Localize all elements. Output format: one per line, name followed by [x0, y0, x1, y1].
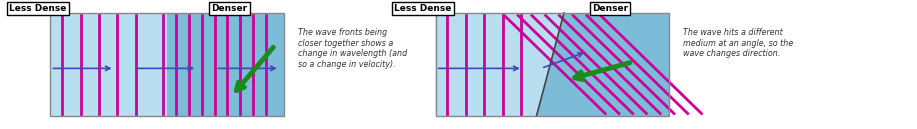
Text: Less Dense: Less Dense	[9, 4, 67, 13]
Polygon shape	[167, 13, 284, 116]
Text: The wave fronts being
closer together shows a
change in wavelength (and
so a cha: The wave fronts being closer together sh…	[298, 28, 407, 69]
Text: The wave hits a different
medium at an angle, so the
wave changes direction.: The wave hits a different medium at an a…	[683, 28, 793, 58]
Polygon shape	[50, 13, 167, 116]
Polygon shape	[436, 13, 564, 116]
Text: Denser: Denser	[212, 4, 248, 13]
Text: Less Dense: Less Dense	[394, 4, 452, 13]
Polygon shape	[536, 13, 669, 116]
Text: Denser: Denser	[592, 4, 628, 13]
